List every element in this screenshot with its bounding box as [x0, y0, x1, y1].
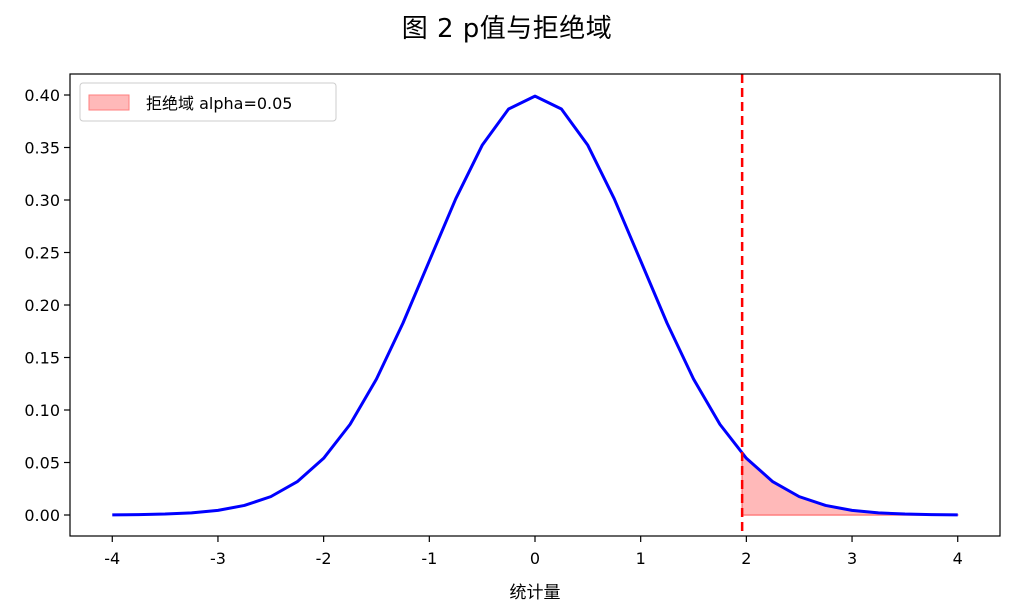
x-axis-label: 统计量 — [509, 583, 561, 603]
x-tick-label: 4 — [953, 549, 963, 568]
x-tick-label: 1 — [636, 549, 646, 568]
plot-frame — [69, 73, 1001, 537]
y-tick-label: 0.15 — [24, 349, 60, 368]
curve-layer — [112, 94, 958, 517]
y-tick-label: 0.30 — [24, 191, 60, 210]
legend-box — [79, 82, 337, 122]
legend: 拒绝域 alpha=0.05 — [79, 82, 337, 122]
legend-label: 拒绝域 alpha=0.05 — [146, 94, 292, 113]
legend-swatch — [88, 94, 130, 111]
density-curve-line — [112, 94, 958, 517]
y-tick-label: 0.25 — [24, 244, 60, 263]
y-tick-label: 0.05 — [24, 454, 60, 473]
x-tick-label: 0 — [530, 549, 540, 568]
x-tick-label: 3 — [847, 549, 857, 568]
y-tick-label: 0.00 — [24, 506, 60, 525]
y-tick-label: 0.20 — [24, 296, 60, 315]
chart-title: 图 2 p值与拒绝域 — [401, 14, 613, 44]
x-tick-label: -1 — [421, 549, 437, 568]
x-axis-ticks: -4 -3 -2 -1 0 1 2 3 4 — [104, 536, 963, 568]
y-tick-label: 0.35 — [24, 139, 60, 158]
x-tick-label: -2 — [316, 549, 332, 568]
y-tick-label: 0.40 — [24, 86, 60, 105]
x-tick-label: -4 — [104, 549, 120, 568]
x-tick-label: -3 — [210, 549, 226, 568]
y-tick-label: 0.10 — [24, 401, 60, 420]
y-axis-ticks: 0.00 0.05 0.10 0.15 0.20 0.25 0.30 0.35 0.40 — [24, 86, 70, 525]
x-tick-label: 2 — [741, 549, 751, 568]
